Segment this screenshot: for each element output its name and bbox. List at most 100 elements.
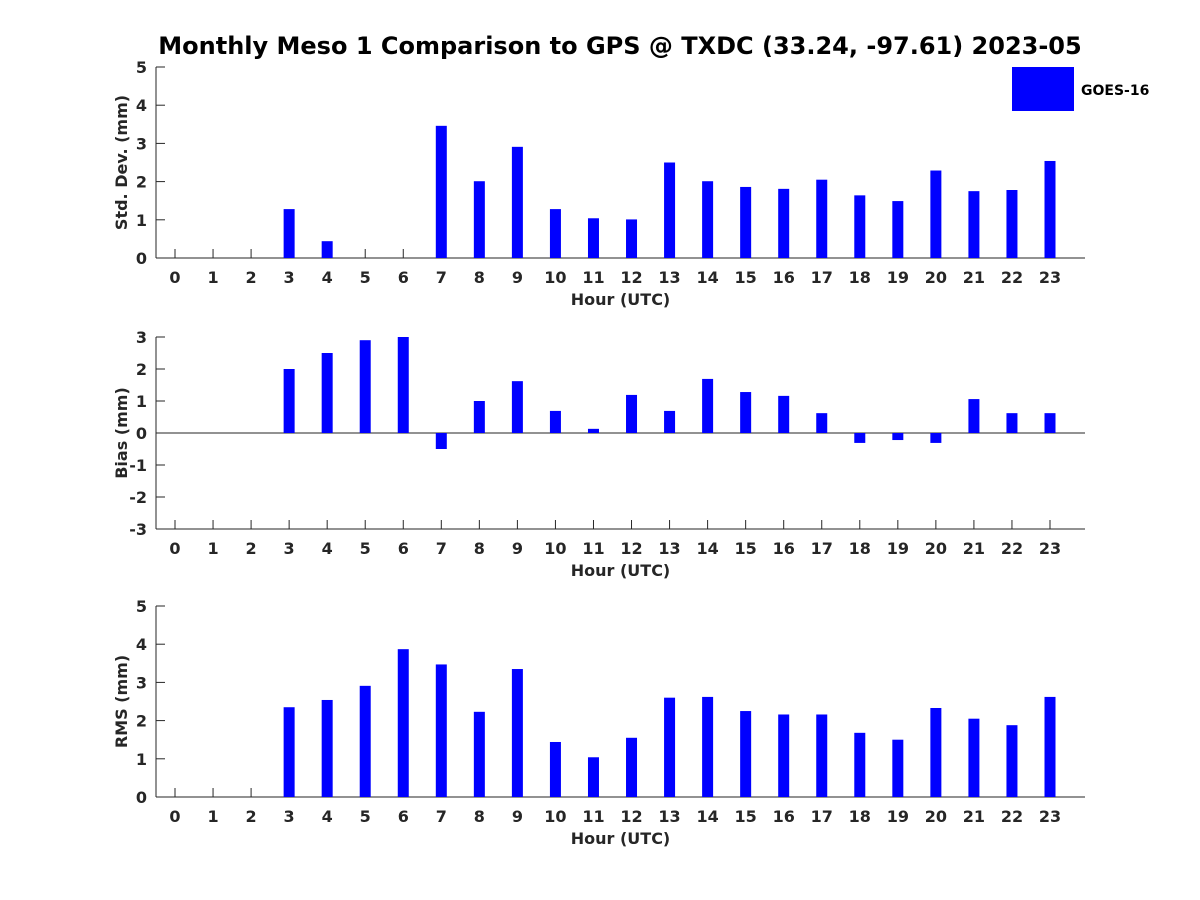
x-tick-label: 20 [925, 539, 947, 558]
bar [854, 732, 866, 797]
bar [816, 413, 828, 433]
bar [549, 410, 561, 433]
bar [397, 649, 409, 797]
bar [664, 410, 676, 433]
x-tick-label: 10 [544, 268, 566, 287]
bar [321, 699, 333, 797]
y-tick-label: -2 [129, 488, 147, 507]
x-tick-label: 22 [1001, 268, 1023, 287]
bar [1006, 190, 1018, 258]
x-tick-label: 14 [696, 807, 718, 826]
bar [473, 181, 485, 258]
x-tick-label: 8 [474, 807, 485, 826]
bar [1006, 725, 1018, 797]
x-tick-label: 0 [169, 268, 180, 287]
x-tick-label: 21 [963, 539, 985, 558]
bar [854, 195, 866, 258]
x-tick-label: 11 [582, 539, 604, 558]
x-tick-label: 16 [773, 807, 795, 826]
y-tick-label: 2 [136, 173, 147, 192]
x-tick-label: 4 [322, 807, 333, 826]
y-tick-label: 3 [136, 673, 147, 692]
x-axis-label: Hour (UTC) [571, 829, 671, 848]
bar [1006, 413, 1018, 433]
x-tick-label: 9 [512, 807, 523, 826]
y-tick-label: 1 [136, 392, 147, 411]
y-tick-label: -3 [129, 520, 147, 539]
x-tick-label: 4 [322, 539, 333, 558]
x-tick-label: 17 [811, 268, 833, 287]
bar [778, 714, 790, 797]
bar [359, 685, 371, 797]
x-tick-label: 17 [811, 539, 833, 558]
x-tick-label: 11 [582, 268, 604, 287]
y-tick-label: 4 [136, 635, 147, 654]
y-tick-label: 1 [136, 750, 147, 769]
x-tick-label: 15 [735, 539, 757, 558]
x-tick-label: 8 [474, 539, 485, 558]
bar [702, 696, 714, 797]
bar [702, 181, 714, 258]
bar [1044, 413, 1056, 433]
x-tick-label: 21 [963, 268, 985, 287]
x-tick-label: 6 [398, 539, 409, 558]
x-tick-label: 13 [658, 539, 680, 558]
x-tick-label: 3 [284, 539, 295, 558]
bar [740, 392, 752, 433]
y-tick-label: 5 [136, 597, 147, 616]
bar [1044, 160, 1056, 258]
bar [626, 737, 638, 797]
y-axis-label: Std. Dev. (mm) [112, 95, 131, 230]
x-tick-label: 16 [773, 268, 795, 287]
y-tick-label: 2 [136, 360, 147, 379]
x-tick-label: 7 [436, 268, 447, 287]
x-tick-label: 18 [849, 539, 871, 558]
bar [587, 428, 599, 433]
x-tick-label: 12 [620, 539, 642, 558]
y-axis-label: Bias (mm) [112, 387, 131, 479]
x-tick-label: 19 [887, 539, 909, 558]
bar [968, 718, 980, 797]
legend-label: GOES-16 [1081, 83, 1149, 99]
y-tick-label: 0 [136, 788, 147, 807]
y-tick-label: 3 [136, 134, 147, 153]
x-tick-label: 20 [925, 268, 947, 287]
bar [816, 179, 828, 258]
bar [473, 711, 485, 797]
bar [359, 340, 371, 433]
bar [435, 125, 447, 258]
x-tick-label: 18 [849, 268, 871, 287]
x-tick-label: 12 [620, 268, 642, 287]
bar [1044, 696, 1056, 797]
x-tick-label: 15 [735, 268, 757, 287]
bar [930, 707, 942, 797]
x-tick-label: 0 [169, 807, 180, 826]
bar [664, 162, 676, 258]
x-tick-label: 16 [773, 539, 795, 558]
bar [626, 219, 638, 258]
bar [778, 188, 790, 258]
bar [854, 433, 866, 443]
bar [702, 378, 714, 433]
x-tick-label: 9 [512, 268, 523, 287]
bar [892, 201, 904, 258]
bar [930, 170, 942, 258]
x-tick-label: 7 [436, 539, 447, 558]
y-tick-label: 4 [136, 96, 147, 115]
x-tick-label: 5 [360, 539, 371, 558]
x-tick-label: 5 [360, 807, 371, 826]
legend: GOES-16 [1012, 67, 1149, 111]
y-tick-label: 5 [136, 58, 147, 77]
x-tick-label: 11 [582, 807, 604, 826]
bar [778, 395, 790, 433]
bar [740, 711, 752, 797]
y-tick-label: 0 [136, 249, 147, 268]
x-tick-label: 5 [360, 268, 371, 287]
x-tick-label: 15 [735, 807, 757, 826]
bar [473, 401, 485, 433]
bar [968, 399, 980, 433]
